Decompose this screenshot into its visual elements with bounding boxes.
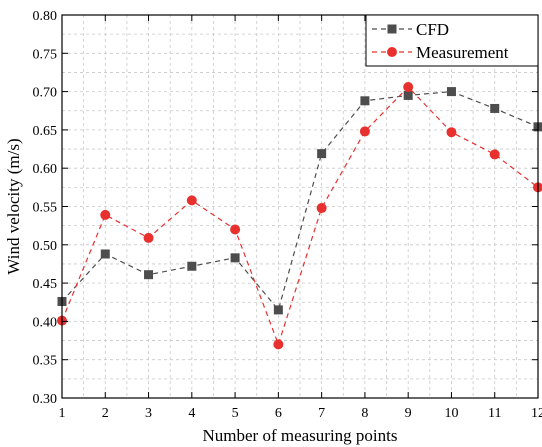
legend-marker-measurement <box>387 47 397 57</box>
x-tick-label: 12 <box>531 406 542 421</box>
data-point <box>360 96 370 106</box>
data-point <box>490 103 500 113</box>
x-tick-label: 9 <box>405 406 412 421</box>
y-tick-label: 0.65 <box>33 124 58 139</box>
data-point <box>100 249 110 259</box>
y-tick-label: 0.70 <box>33 86 58 101</box>
data-point <box>187 261 197 271</box>
y-tick-label: 0.50 <box>33 239 58 254</box>
data-point <box>230 253 240 263</box>
grid-lines <box>61 14 539 399</box>
data-point <box>230 224 241 235</box>
y-tick-label: 0.30 <box>33 392 58 407</box>
x-tick-label: 10 <box>444 406 458 421</box>
data-point <box>403 90 413 100</box>
legend-box <box>365 14 539 67</box>
data-point <box>446 87 456 97</box>
data-point <box>273 305 283 315</box>
x-tick-label: 4 <box>188 406 195 421</box>
data-point <box>144 270 154 280</box>
data-point <box>100 209 111 220</box>
x-tick-labels: 1 2 3 4 5 6 7 8 9 10 11 12 <box>59 406 542 421</box>
y-tick-label: 0.75 <box>33 47 58 62</box>
data-point <box>403 82 414 93</box>
series-measurement <box>57 82 542 350</box>
data-point <box>273 339 284 350</box>
data-point <box>359 126 370 137</box>
legend-label-measurement: Measurement <box>416 43 509 62</box>
y-tick-labels: 0.30 0.35 0.40 0.45 0.50 0.55 0.60 0.65 0.70 0.75… <box>33 9 58 407</box>
x-tick-label: 8 <box>361 406 368 421</box>
series-line <box>61 86 539 347</box>
data-point <box>446 127 457 138</box>
data-point <box>186 195 197 206</box>
data-point <box>317 149 327 159</box>
y-tick-label: 0.60 <box>33 162 58 177</box>
x-tick-label: 1 <box>59 406 66 421</box>
x-tick-label: 3 <box>145 406 152 421</box>
x-axis-title: Number of measuring points <box>203 426 398 445</box>
data-point <box>316 203 327 214</box>
x-tick-label: 6 <box>275 406 282 421</box>
y-axis-title: Wind velocity (m/s) <box>4 138 23 274</box>
x-tick-label: 2 <box>102 406 109 421</box>
x-tick-label: 11 <box>488 406 501 421</box>
x-tick-label: 5 <box>232 406 239 421</box>
legend-marker-cfd <box>387 24 397 34</box>
x-tick-label: 7 <box>318 406 325 421</box>
y-tick-label: 0.80 <box>33 9 58 24</box>
y-tick-label: 0.45 <box>33 277 58 292</box>
series-layer <box>57 82 542 350</box>
data-point <box>489 149 500 160</box>
y-tick-label: 0.40 <box>33 315 58 330</box>
data-point <box>143 232 154 243</box>
legend: CFD Measurement <box>365 14 539 67</box>
y-tick-label: 0.55 <box>33 201 58 216</box>
legend-label-cfd: CFD <box>416 20 449 39</box>
y-tick-label: 0.35 <box>33 354 58 369</box>
